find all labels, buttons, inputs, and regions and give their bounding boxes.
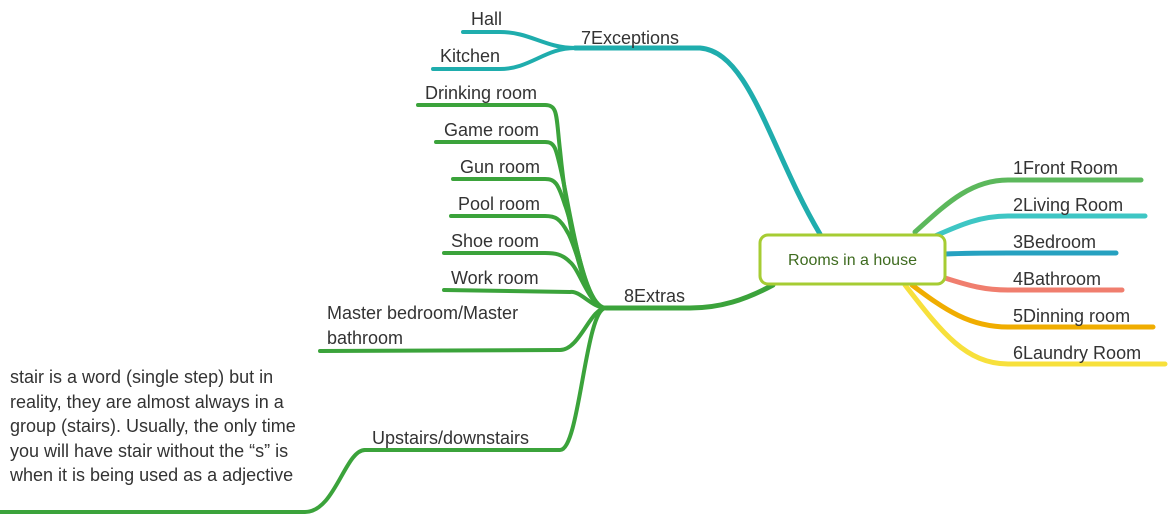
node-extras-label[interactable]: 8Extras <box>624 286 685 306</box>
branches-right: 1Front Room 2Living Room 3Bedroom 4Bathr… <box>902 158 1168 367</box>
node-exceptions-label[interactable]: 7Exceptions <box>581 28 679 48</box>
connector-root-living-room <box>932 213 1148 239</box>
node-pool-room-label[interactable]: Pool room <box>458 194 540 214</box>
connector-root-laundry-room <box>902 282 1168 367</box>
node-game-room-label[interactable]: Game room <box>444 120 539 140</box>
connector-root-bathroom <box>942 275 1125 293</box>
node-hall-label[interactable]: Hall <box>471 9 502 29</box>
root-node-box[interactable] <box>758 233 947 286</box>
node-work-room-label[interactable]: Work room <box>451 268 539 288</box>
branch-exceptions[interactable]: 7Exceptions Hall Kitchen <box>431 9 823 237</box>
connector-root-bedroom <box>942 250 1119 257</box>
node-shoe-room-label[interactable]: Shoe room <box>451 231 539 251</box>
node-front-room-label[interactable]: 1Front Room <box>1013 158 1118 178</box>
connector-root-dinning-room <box>909 282 1156 330</box>
node-bathroom-label[interactable]: 4Bathroom <box>1013 269 1101 289</box>
connector-extras-upstairs <box>363 306 608 452</box>
node-master-label[interactable]: Master bedroom/Master bathroom <box>327 303 519 348</box>
connector-upstairs-note <box>0 448 367 514</box>
connector-root-front-room <box>912 177 1144 235</box>
connector-exceptions-kitchen <box>431 46 577 71</box>
connector-extras-pool <box>449 214 608 310</box>
node-living-room-label[interactable]: 2Living Room <box>1013 195 1123 215</box>
node-kitchen-label[interactable]: Kitchen <box>440 46 500 66</box>
branch-extras[interactable]: 8Extras Drinking room Game room Gun room… <box>0 83 776 514</box>
node-laundry-room-label[interactable]: 6Laundry Room <box>1013 343 1141 363</box>
connector-root-exceptions <box>572 45 823 237</box>
node-upstairs-label[interactable]: Upstairs/downstairs <box>372 428 529 448</box>
connector-root-extras <box>603 282 776 311</box>
node-gun-room-label[interactable]: Gun room <box>460 157 540 177</box>
node-drinking-room-label[interactable]: Drinking room <box>425 83 537 103</box>
root-node-label[interactable]: Rooms in a house <box>788 252 917 269</box>
node-dinning-room-label[interactable]: 5Dinning room <box>1013 306 1130 326</box>
upstairs-note[interactable]: stair is a word (single step) but in rea… <box>10 367 296 485</box>
root-node[interactable]: Rooms in a house <box>758 233 947 286</box>
node-bedroom-label[interactable]: 3Bedroom <box>1013 232 1096 252</box>
connector-extras-shoe <box>442 251 608 310</box>
